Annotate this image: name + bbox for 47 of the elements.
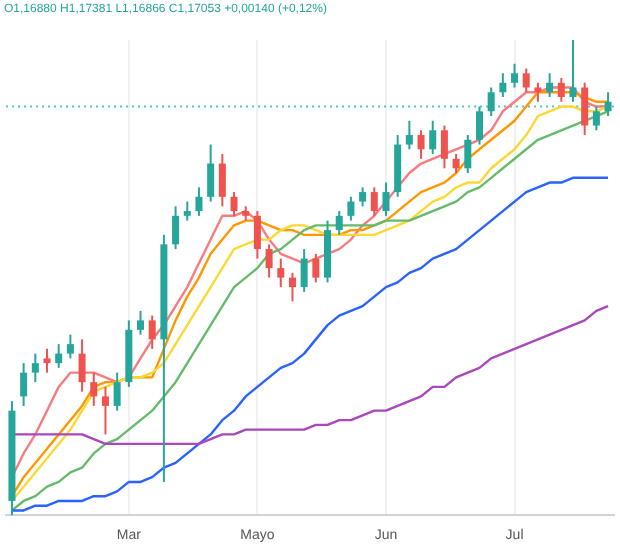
candlestick <box>452 153 460 175</box>
candlestick <box>253 210 261 260</box>
candlestick <box>300 248 308 293</box>
candlestick <box>43 347 51 374</box>
candlestick <box>101 385 109 436</box>
candlestick <box>148 314 156 350</box>
candlestick <box>511 62 519 89</box>
candlestick <box>417 129 425 160</box>
candlestick <box>569 39 577 103</box>
candlestick <box>55 343 63 369</box>
candlestick <box>382 181 390 217</box>
candlestick <box>66 333 74 360</box>
candlestick <box>78 338 86 393</box>
candlestick <box>90 371 98 407</box>
candlestick <box>265 243 273 279</box>
candlestick <box>218 153 226 208</box>
candlestick <box>113 371 121 412</box>
candlestick <box>475 105 483 146</box>
candlestick <box>394 134 402 198</box>
candlestick <box>429 119 437 156</box>
candlestick <box>347 195 355 222</box>
candlestick <box>581 81 589 137</box>
candlestick <box>20 362 28 407</box>
candlestick <box>230 191 238 217</box>
candlestick <box>487 86 495 118</box>
candlestick <box>277 257 285 289</box>
candlestick <box>464 134 472 175</box>
candlestick <box>370 186 378 217</box>
candlestick <box>31 352 39 384</box>
candlestick <box>172 205 180 251</box>
candlestick <box>335 210 343 236</box>
candlestick <box>359 186 367 208</box>
candlestick <box>207 143 215 203</box>
candlestick <box>183 200 191 222</box>
candlestick <box>288 271 296 303</box>
candlestick <box>440 124 448 170</box>
candlestick <box>557 77 565 103</box>
candlestick <box>604 91 612 118</box>
candlestick <box>405 119 413 151</box>
candlestick <box>312 252 320 284</box>
candlestick <box>546 72 554 99</box>
candlestick <box>499 72 507 99</box>
candlestick <box>522 67 530 94</box>
candlestick <box>137 309 145 336</box>
candlestick <box>592 105 600 132</box>
candlestick <box>195 186 203 217</box>
candlestick <box>324 219 332 284</box>
